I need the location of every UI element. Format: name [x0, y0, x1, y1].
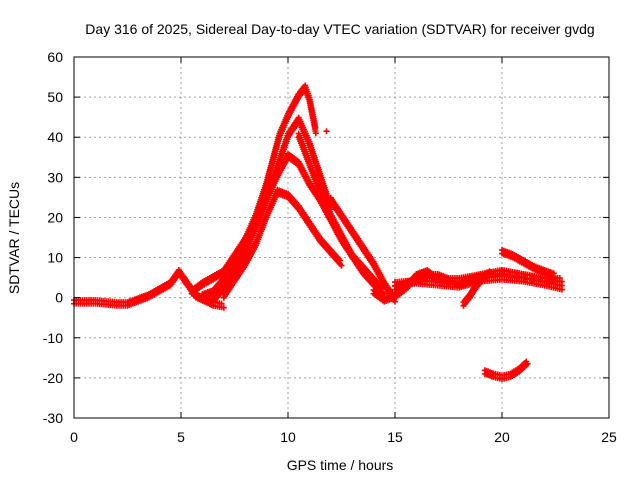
series-morning-arc-3 — [188, 150, 313, 297]
data-point — [524, 360, 531, 367]
series-isolated — [323, 128, 330, 135]
data-point — [220, 304, 227, 311]
data-point — [488, 270, 495, 277]
series-decay-arc-2 — [306, 178, 384, 293]
plot-frame — [73, 56, 610, 419]
data-point — [312, 124, 319, 131]
y-tick-label: 20 — [47, 209, 63, 225]
data-point — [558, 278, 565, 285]
y-tick-label: -10 — [43, 330, 63, 346]
y-tick-label: 0 — [55, 290, 63, 306]
x-tick-label: 10 — [280, 429, 296, 445]
data-point — [337, 257, 344, 264]
y-tick-label: 30 — [47, 169, 63, 185]
chart-title: Day 316 of 2025, Sidereal Day-to-day VTE… — [85, 21, 594, 37]
y-tick-label: -30 — [43, 410, 63, 426]
data-point — [556, 282, 563, 289]
grid — [74, 57, 609, 418]
data-point — [552, 274, 559, 281]
series-afternoon-band-3 — [392, 273, 565, 293]
data-point — [312, 130, 319, 137]
data-points — [71, 82, 565, 383]
data-point — [323, 128, 330, 135]
series-late-arc-rising — [460, 268, 495, 309]
y-tick-label: 50 — [47, 89, 63, 105]
series-negative-arc — [481, 358, 531, 383]
y-tick-label: 10 — [47, 250, 63, 266]
x-tick-label: 0 — [70, 429, 78, 445]
x-axis-title: GPS time / hours — [287, 457, 394, 473]
y-tick-label: 60 — [47, 49, 63, 65]
data-point — [550, 270, 557, 277]
series-morning-arc-4 — [220, 186, 345, 301]
data-point — [338, 262, 345, 269]
x-tick-label: 25 — [601, 429, 617, 445]
x-tick-label: 20 — [494, 429, 510, 445]
series-late-arc-top — [499, 246, 559, 281]
data-point — [558, 286, 565, 293]
y-tick-label: -20 — [43, 370, 63, 386]
axis-ticks: 0 5 10 15 20 25 -30 -20 -10 0 10 20 30 40 50 60 — [43, 49, 617, 445]
x-tick-label: 15 — [387, 429, 403, 445]
data-point — [218, 300, 225, 307]
x-tick-label: 5 — [177, 429, 185, 445]
y-axis-title: SDTVAR / TECUs — [6, 182, 22, 294]
y-tick-label: 40 — [47, 129, 63, 145]
